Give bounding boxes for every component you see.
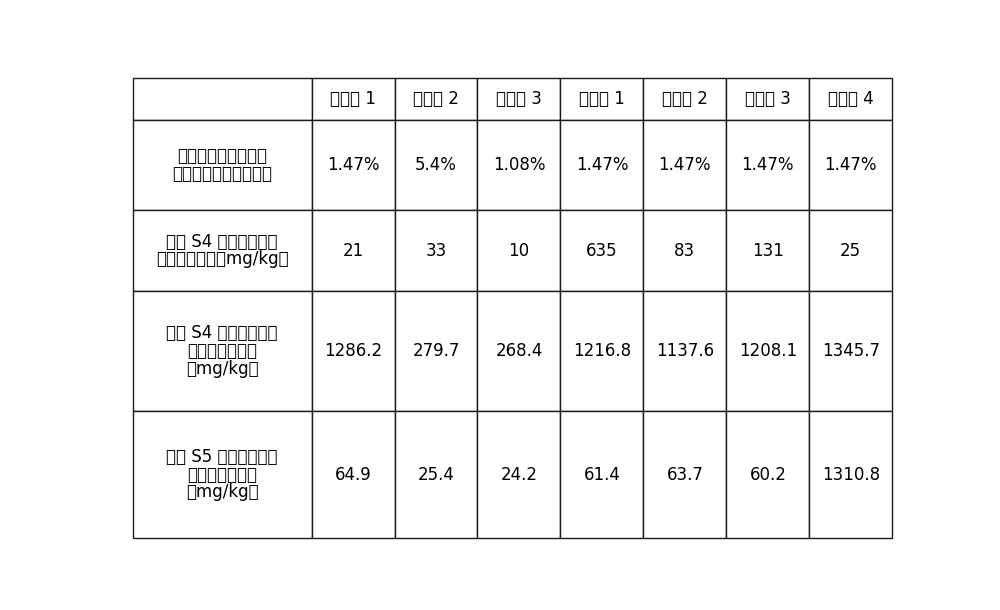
Text: （mg/kg）: （mg/kg） [186,360,258,378]
Bar [477,210,560,291]
Text: （mg/kg）: （mg/kg） [186,483,258,501]
Text: 63.7: 63.7 [666,465,703,484]
Text: 1345.7: 1345.7 [822,342,880,360]
Bar [395,210,477,291]
Bar [477,78,560,120]
Bar [643,120,726,210]
Text: 步骤 S5 处理结束后土: 步骤 S5 处理结束后土 [166,448,278,465]
Text: 1216.8: 1216.8 [573,342,631,360]
Text: 279.7: 279.7 [412,342,460,360]
Text: 10: 10 [508,242,530,259]
Text: 始含量（质量百分比）: 始含量（质量百分比） [172,165,272,183]
Bar [477,411,560,538]
Text: 对比例 1: 对比例 1 [579,90,625,108]
Text: 1286.2: 1286.2 [324,342,382,360]
Text: 25: 25 [840,242,861,259]
Bar [133,210,312,291]
Text: 1.47%: 1.47% [742,156,794,174]
Text: 21: 21 [342,242,364,259]
Text: 1208.1: 1208.1 [739,342,797,360]
Bar [726,120,809,210]
Text: 对比例 2: 对比例 2 [662,90,708,108]
Text: 61.4: 61.4 [583,465,620,484]
Text: 壤中白磷含量（mg/kg）: 壤中白磷含量（mg/kg） [156,251,288,268]
Text: 635: 635 [586,242,618,259]
Bar [560,210,643,291]
Text: 83: 83 [674,242,695,259]
Text: 步骤 S4 处理结束后土: 步骤 S4 处理结束后土 [166,232,278,251]
Bar [477,291,560,411]
Bar [395,291,477,411]
Bar [726,291,809,411]
Bar [133,120,312,210]
Bar [560,291,643,411]
Bar [133,78,312,120]
Text: 1.47%: 1.47% [327,156,379,174]
Text: 33: 33 [425,242,447,259]
Text: 对比例 4: 对比例 4 [828,90,874,108]
Text: 被污染土壤中白磷初: 被污染土壤中白磷初 [177,147,267,165]
Text: 5.4%: 5.4% [415,156,457,174]
Text: 24.2: 24.2 [500,465,537,484]
Bar [312,120,395,210]
Text: 步骤 S4 处理结束后土: 步骤 S4 处理结束后土 [166,324,278,342]
Text: 壤中有效磷含量: 壤中有效磷含量 [187,342,257,360]
Bar [643,78,726,120]
Bar [395,120,477,210]
Bar [312,411,395,538]
Bar [809,120,892,210]
Bar [395,78,477,120]
Text: 60.2: 60.2 [749,465,786,484]
Text: 268.4: 268.4 [495,342,543,360]
Bar [643,411,726,538]
Text: 1.47%: 1.47% [825,156,877,174]
Text: 实施例 2: 实施例 2 [413,90,459,108]
Bar [395,411,477,538]
Bar [477,120,560,210]
Bar [809,78,892,120]
Bar [726,78,809,120]
Text: 1.47%: 1.47% [659,156,711,174]
Bar [312,291,395,411]
Text: 对比例 3: 对比例 3 [745,90,791,108]
Bar [133,291,312,411]
Bar [726,210,809,291]
Bar [133,411,312,538]
Text: 1.08%: 1.08% [493,156,545,174]
Text: 1310.8: 1310.8 [822,465,880,484]
Bar [809,210,892,291]
Text: 实施例 1: 实施例 1 [330,90,376,108]
Bar [809,411,892,538]
Text: 131: 131 [752,242,784,259]
Bar [560,78,643,120]
Text: 壤中有效磷含量: 壤中有效磷含量 [187,465,257,484]
Text: 25.4: 25.4 [418,465,454,484]
Bar [643,210,726,291]
Bar [643,291,726,411]
Text: 实施例 3: 实施例 3 [496,90,542,108]
Bar [560,411,643,538]
Bar [312,78,395,120]
Text: 1.47%: 1.47% [576,156,628,174]
Bar [809,291,892,411]
Bar [726,411,809,538]
Text: 64.9: 64.9 [335,465,371,484]
Text: 1137.6: 1137.6 [656,342,714,360]
Bar [560,120,643,210]
Bar [312,210,395,291]
